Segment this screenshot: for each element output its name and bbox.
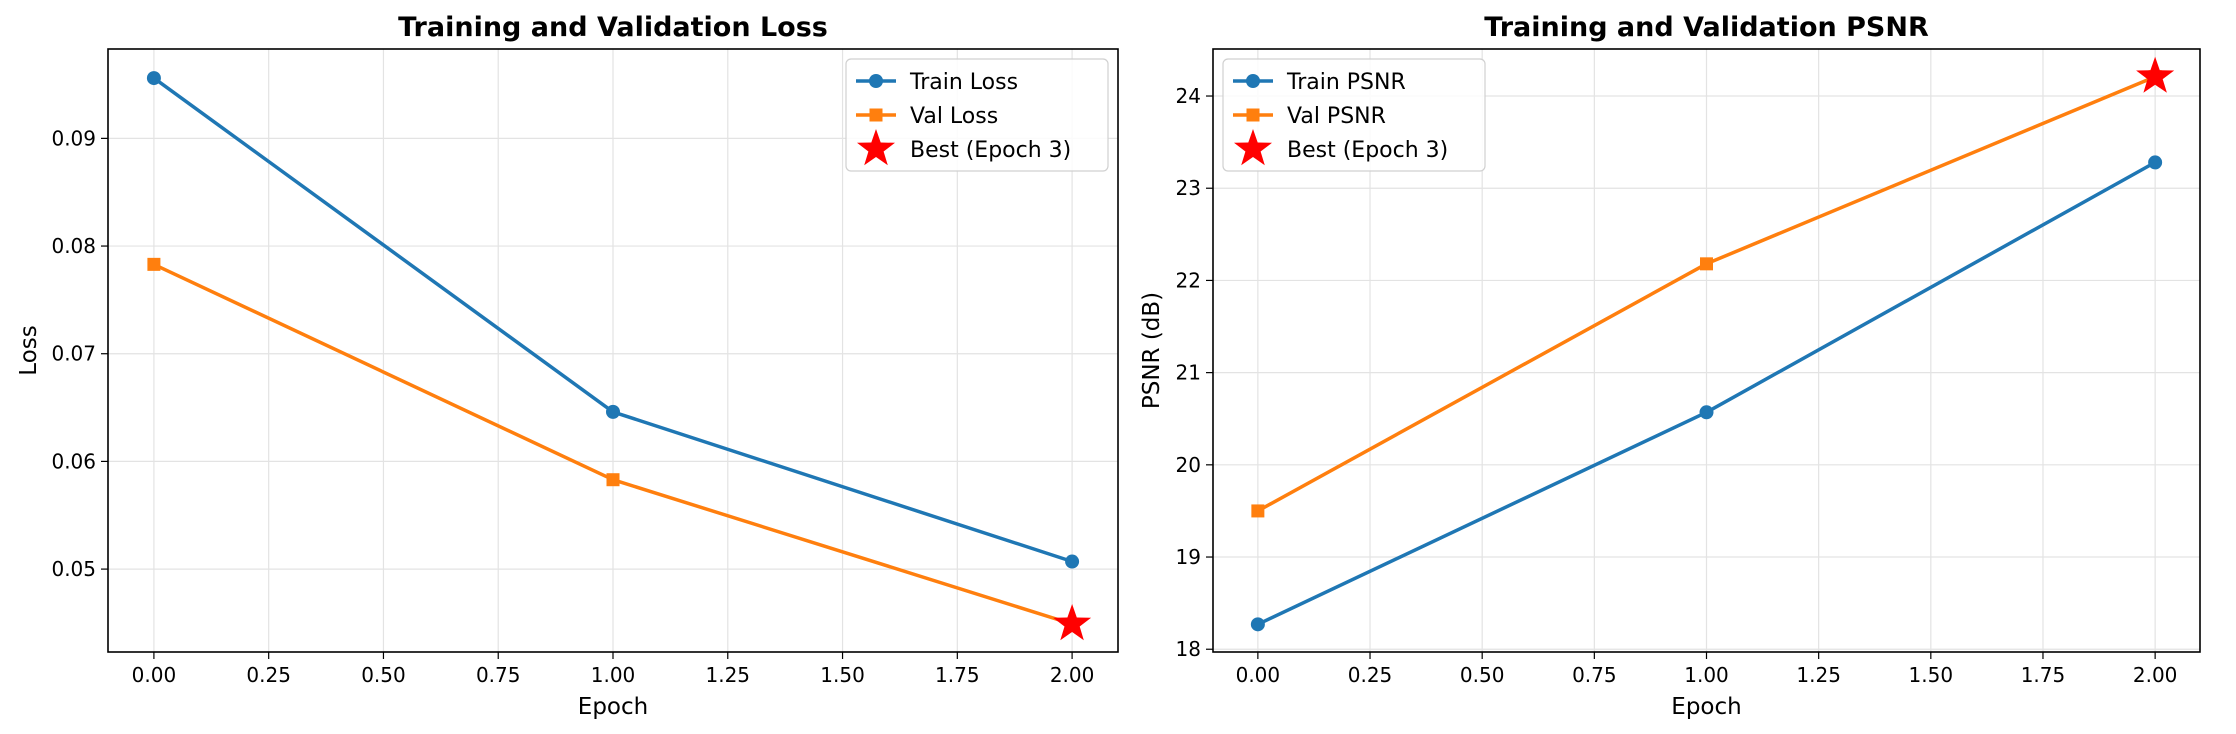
y-tick-label: 0.07 (51, 342, 96, 366)
x-tick-label: 1.50 (1909, 663, 1954, 687)
y-tick-label: 21 (1176, 361, 1201, 385)
x-tick-label: 0.75 (476, 663, 521, 687)
plot-frame (107, 48, 1119, 653)
data-point (1250, 617, 1265, 632)
legend-label: Val PSNR (1287, 104, 1386, 129)
y-tick-label: 24 (1176, 84, 1201, 108)
chart-title: Training and Validation PSNR (1484, 12, 1929, 43)
y-tick-label: 19 (1176, 545, 1201, 569)
legend-label: Train Loss (909, 70, 1018, 95)
legend-marker (857, 129, 895, 166)
x-tick-label: 1.00 (591, 663, 636, 687)
legend: Train PSNR Val PSNR Best (Epoch 3) (1222, 58, 1486, 172)
y-axis-label: Loss (16, 325, 42, 375)
legend-label: Best (Epoch 3) (910, 138, 1071, 163)
y-tick-label: 23 (1176, 176, 1201, 200)
best-star-marker (2136, 56, 2175, 93)
data-point (1065, 554, 1080, 569)
loss-chart: 0.00 0.25 0.50 0.75 1.00 1.25 1.50 1.75 2.00 0.05… (16, 12, 1119, 720)
legend-label: Train PSNR (1286, 70, 1406, 95)
data-point (1699, 405, 1714, 420)
y-tick-label: 0.05 (51, 557, 96, 581)
x-tick-label: 0.25 (246, 663, 291, 687)
plot-frame (1212, 48, 2201, 653)
x-tick-label: 1.25 (706, 663, 751, 687)
psnr-chart: 0.00 0.25 0.50 0.75 1.00 1.25 1.50 1.75 2.00 18 19… (1139, 12, 2201, 720)
x-tick-label: 0.50 (361, 663, 406, 687)
x-tick-label: 2.00 (2133, 663, 2178, 687)
x-tick-label: 0.00 (132, 663, 177, 687)
legend-marker (1246, 108, 1260, 122)
data-point (147, 257, 161, 271)
legend-marker (869, 74, 883, 88)
x-tick-label: 1.75 (2021, 663, 2066, 687)
y-tick-label: 20 (1176, 453, 1201, 477)
chart-title: Training and Validation Loss (398, 12, 828, 43)
best-star-marker (1053, 604, 1092, 641)
legend-box (1222, 58, 1486, 172)
x-tick-label: 0.75 (1572, 663, 1617, 687)
x-tick-label: 1.00 (1684, 663, 1729, 687)
x-tick-label: 0.25 (1348, 663, 1393, 687)
y-tick-label: 0.08 (51, 234, 96, 258)
x-tick-label: 1.75 (935, 663, 980, 687)
y-tick-label: 18 (1176, 637, 1201, 661)
y-tick-label: 0.06 (51, 449, 96, 473)
data-point (606, 473, 620, 487)
legend-box (845, 58, 1109, 172)
legend-marker (1246, 74, 1260, 88)
legend-label: Best (Epoch 3) (1287, 138, 1448, 163)
data-point (1251, 504, 1265, 518)
x-tick-label: 1.50 (820, 663, 865, 687)
data-point (146, 71, 161, 86)
x-tick-label: 1.25 (1796, 663, 1841, 687)
x-axis-label: Epoch (1671, 694, 1741, 720)
legend-label: Val Loss (910, 104, 998, 129)
x-tick-label: 2.00 (1050, 663, 1095, 687)
data-point (2148, 155, 2163, 170)
y-tick-label: 22 (1176, 268, 1201, 292)
legend-marker (1234, 129, 1272, 166)
y-tick-label: 0.09 (51, 126, 96, 150)
y-axis-label: PSNR (dB) (1139, 292, 1165, 409)
x-tick-label: 0.50 (1460, 663, 1505, 687)
legend-marker (869, 108, 883, 122)
data-point (606, 404, 620, 419)
x-axis-label: Epoch (578, 694, 648, 720)
legend: Train Loss Val Loss Best (Epoch 3) (845, 58, 1109, 172)
data-point (1700, 257, 1713, 271)
x-tick-label: 0.00 (1236, 663, 1281, 687)
